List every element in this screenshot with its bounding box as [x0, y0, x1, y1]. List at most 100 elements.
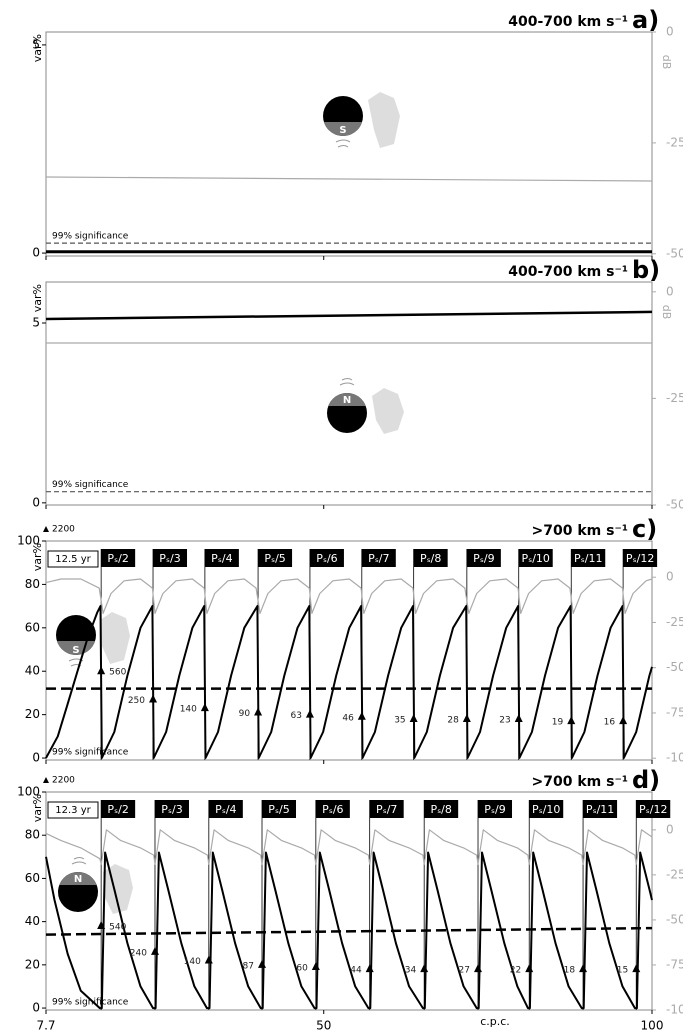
resonance-label: Pₛ/4 — [211, 552, 232, 565]
hemisphere-label: S — [72, 645, 79, 656]
resonance-marker — [97, 666, 106, 675]
variance-line — [45, 310, 653, 321]
panel-label: b) — [632, 256, 660, 284]
y-axis-label: var% — [31, 794, 44, 822]
significance-label: 99% significance — [52, 748, 129, 758]
resonance-label: Pₛ/7 — [368, 552, 389, 565]
resonance-box — [153, 549, 188, 567]
resonance-marker-label: 27 — [459, 966, 470, 976]
hemisphere-icon: S — [323, 92, 400, 148]
y2-tick-label: -75 — [666, 705, 683, 719]
resonance-marker-label: 140 — [184, 957, 201, 967]
resonance-marker-label: 560 — [109, 668, 126, 678]
resonance-marker-label: 15 — [617, 966, 628, 976]
resonance-marker — [357, 711, 366, 720]
resonance-label: Pₛ/7 — [376, 803, 397, 816]
resonance-label: Pₛ/8 — [430, 803, 451, 816]
hemisphere-icon: N — [58, 857, 133, 914]
resonance-box — [208, 800, 243, 818]
db-line — [45, 829, 653, 865]
resonance-label: Pₛ/3 — [159, 552, 180, 565]
resonance-marker-label: 540 — [109, 922, 126, 932]
y2-tick-label: -100 — [666, 1003, 683, 1017]
y2-tick-label: 0 — [666, 284, 674, 298]
resonance-box — [262, 800, 297, 818]
x-tick-label: 50 — [316, 1019, 331, 1033]
y-tick-label: 60 — [25, 871, 40, 885]
resonance-label: Pₛ/6 — [316, 552, 337, 565]
resonance-label: Pₛ/4 — [215, 803, 236, 816]
resonance-marker-label: 63 — [290, 711, 301, 721]
y2-tick-label: -25 — [666, 391, 683, 405]
y-tick-label: 40 — [25, 914, 40, 928]
resonance-marker-label: 23 — [499, 715, 510, 725]
resonance-label: Pₛ/5 — [268, 803, 289, 816]
resonance-marker-label: 19 — [552, 718, 564, 728]
y-tick-label: 20 — [25, 957, 40, 971]
top-marker — [43, 526, 49, 532]
resonance-marker-label: 16 — [604, 718, 616, 728]
y-axis-label: var% — [31, 284, 44, 312]
resonance-box — [518, 549, 553, 567]
hemisphere-icon: N — [327, 378, 404, 434]
resonance-label: Pₛ/2 — [107, 803, 128, 816]
resonance-label: Pₛ/12 — [639, 803, 667, 816]
top-marker-label: 2200 — [52, 525, 75, 535]
resonance-marker — [258, 959, 267, 968]
resonance-box — [424, 800, 459, 818]
significance-label: 99% significance — [52, 232, 129, 242]
y2-tick-label: 0 — [666, 570, 674, 584]
y-tick-label: 100 — [17, 534, 40, 548]
resonance-label: Pₛ/2 — [107, 552, 128, 565]
resonance-marker — [149, 694, 158, 703]
resonance-marker — [619, 716, 628, 725]
resonance-label: Pₛ/10 — [521, 552, 549, 565]
resonance-marker-label: 250 — [128, 696, 145, 706]
resonance-marker — [474, 964, 483, 973]
resonance-box — [636, 800, 671, 818]
y-axis-label: var% — [31, 34, 44, 62]
y2-tick-label: -50 — [666, 498, 683, 512]
y-tick-label: 0 — [32, 751, 40, 765]
y2-tick-label: -50 — [666, 912, 683, 926]
resonance-box — [529, 800, 564, 818]
db-line — [45, 176, 653, 182]
resonance-marker — [150, 946, 159, 955]
resonance-box — [258, 549, 293, 567]
resonance-marker-label: 18 — [564, 966, 576, 976]
y-tick-label: 80 — [25, 577, 40, 591]
period-label: 12.5 yr — [55, 554, 91, 565]
top-marker-label: 2200 — [52, 776, 75, 786]
y2-tick-label: -50 — [666, 246, 683, 260]
y-tick-label: 80 — [25, 828, 40, 842]
resonance-marker — [204, 955, 213, 964]
y-tick-label: 0 — [32, 246, 40, 260]
resonance-marker — [525, 964, 534, 973]
resonance-marker-label: 140 — [180, 705, 197, 715]
panel-label: d) — [632, 766, 660, 794]
resonance-label: Pₛ/5 — [264, 552, 285, 565]
resonance-marker-label: 90 — [239, 709, 251, 719]
resonance-marker — [305, 709, 314, 718]
resonance-marker-label: 44 — [350, 966, 362, 976]
panel-title: >700 km s⁻¹ — [532, 523, 628, 539]
resonance-box — [101, 549, 136, 567]
resonance-label: Pₛ/9 — [473, 552, 494, 565]
y2-tick-label: 0 — [666, 25, 674, 39]
resonance-marker-label: 28 — [447, 715, 459, 725]
resonance-marker — [632, 964, 641, 973]
resonance-box — [154, 800, 189, 818]
significance-line — [45, 926, 653, 936]
y2-tick-label: -100 — [666, 751, 683, 765]
panel-title: 400-700 km s⁻¹ — [508, 14, 628, 30]
resonance-box — [413, 549, 448, 567]
y2-tick-label: -75 — [666, 957, 683, 971]
resonance-marker — [311, 962, 320, 971]
resonance-label: Pₛ/6 — [322, 803, 343, 816]
resonance-marker — [567, 716, 576, 725]
plot-frame — [45, 281, 653, 506]
hemisphere-icon: S — [56, 612, 130, 667]
resonance-marker-label: 22 — [510, 966, 521, 976]
resonance-marker — [409, 713, 418, 722]
